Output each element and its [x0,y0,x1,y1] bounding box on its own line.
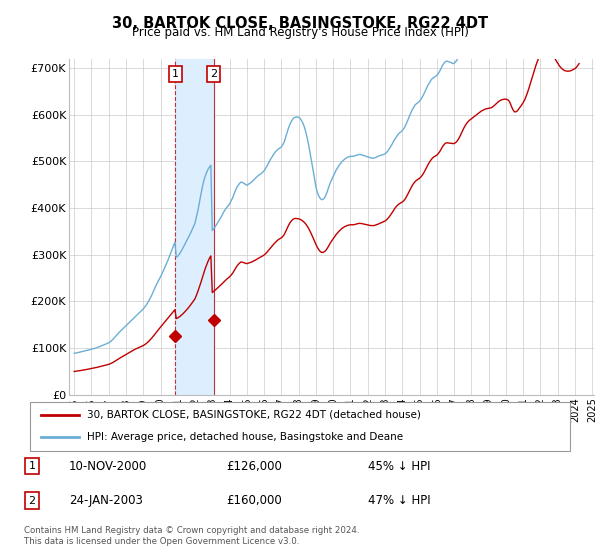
Text: 30, BARTOK CLOSE, BASINGSTOKE, RG22 4DT (detached house): 30, BARTOK CLOSE, BASINGSTOKE, RG22 4DT … [86,410,421,420]
Text: 2: 2 [210,69,217,79]
Text: 1: 1 [172,69,179,79]
Text: 45% ↓ HPI: 45% ↓ HPI [368,460,430,473]
Text: £160,000: £160,000 [227,494,283,507]
Text: 47% ↓ HPI: 47% ↓ HPI [368,494,430,507]
Text: HPI: Average price, detached house, Basingstoke and Deane: HPI: Average price, detached house, Basi… [86,432,403,442]
Text: 24-JAN-2003: 24-JAN-2003 [69,494,143,507]
Text: Contains HM Land Registry data © Crown copyright and database right 2024.
This d: Contains HM Land Registry data © Crown c… [24,526,359,546]
FancyBboxPatch shape [30,402,570,451]
Text: 30, BARTOK CLOSE, BASINGSTOKE, RG22 4DT: 30, BARTOK CLOSE, BASINGSTOKE, RG22 4DT [112,16,488,31]
Text: 2: 2 [29,496,35,506]
Text: 1: 1 [29,461,35,471]
Text: 10-NOV-2000: 10-NOV-2000 [69,460,147,473]
Text: Price paid vs. HM Land Registry's House Price Index (HPI): Price paid vs. HM Land Registry's House … [131,26,469,39]
Text: £126,000: £126,000 [227,460,283,473]
Bar [175,59,214,395]
